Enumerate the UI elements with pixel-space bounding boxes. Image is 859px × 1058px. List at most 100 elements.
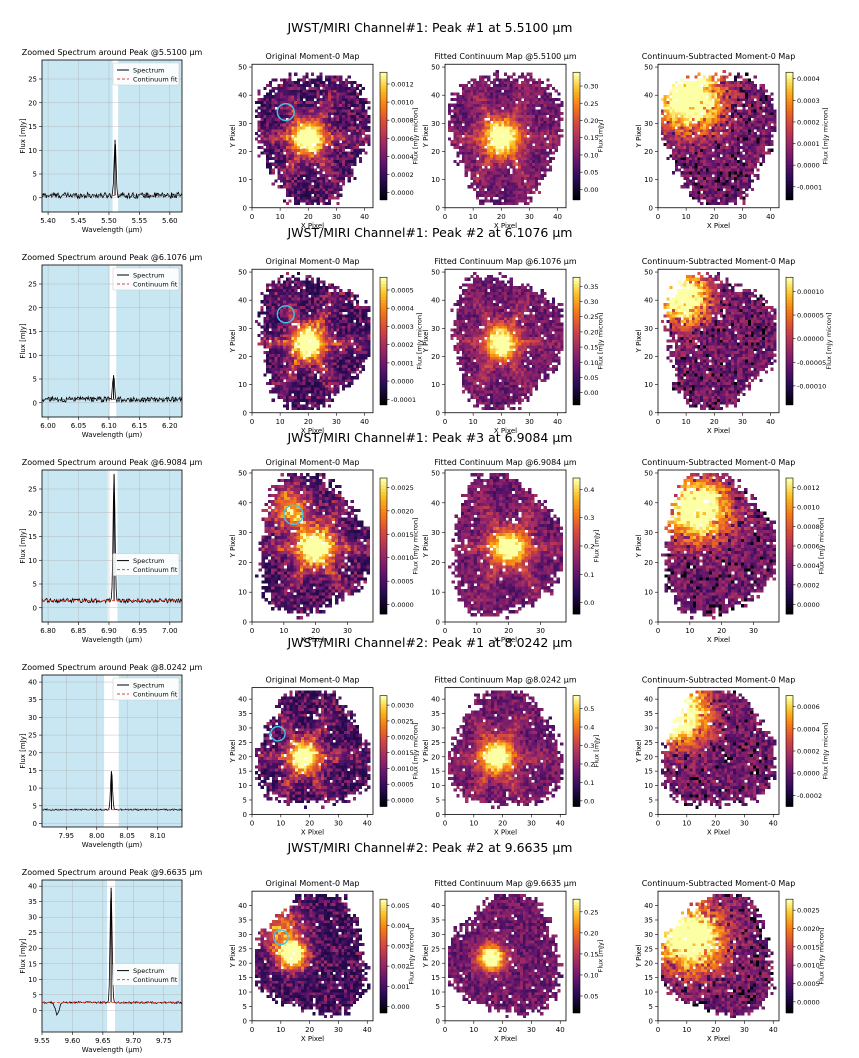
map-pixel [509,134,513,138]
map-pixel [498,120,502,124]
map-pixel [762,123,766,127]
map-pixel [263,103,267,107]
map-pixel [719,157,724,161]
map-pixel [263,333,267,338]
map-pixel [501,179,505,183]
map-pixel [490,185,494,189]
y-tick-label: 20 [28,99,37,107]
colorbar-segment [573,171,580,175]
map-pixel [697,162,701,166]
map-pixel [461,98,465,102]
map-pixel [308,137,312,141]
map-pixel [520,193,525,197]
map-pixel [694,123,698,127]
map-pixel [294,137,298,141]
map-pixel [753,151,757,155]
map-pixel [697,109,701,113]
colorbar-segment [573,151,580,156]
x-tick-label: 10 [276,213,285,221]
map-pixel [688,165,693,169]
map-pixel [285,140,289,144]
map-pixel [756,117,760,121]
map-pixel [719,81,724,85]
map-pixel [478,126,482,130]
map-pixel [473,179,477,183]
map-pixel [680,114,684,119]
map-pixel [529,75,533,79]
map-pixel [745,131,749,135]
map-pixel [274,95,278,99]
colorbar-tick-label: 0.10 [584,151,598,159]
map-pixel [291,364,295,369]
map-pixel [543,123,547,127]
map-pixel [700,126,704,130]
map-pixel [748,123,752,127]
map-pixel [288,353,292,357]
map-pixel [311,185,315,189]
map-pixel [285,202,289,206]
map-pixel [697,157,701,161]
map-pixel [478,151,482,155]
map-pixel [450,143,454,147]
map-pixel [478,109,482,113]
map-pixel [714,98,718,102]
map-pixel [722,143,726,147]
map-pixel [481,86,485,90]
map-pixel [739,114,743,119]
map-pixel [268,83,272,88]
map-pixel [526,83,530,88]
map-pixel [274,137,278,141]
map-pixel [313,173,318,178]
map-pixel [459,128,463,133]
map-pixel [322,123,326,127]
colorbar-segment [380,180,387,185]
map-pixel [532,179,536,183]
map-pixel [367,114,371,119]
map-pixel [361,86,365,90]
map-pixel [311,165,315,169]
map-pixel [274,143,278,147]
map-pixel [274,100,278,104]
map-pixel [333,185,337,189]
map-pixel [361,103,365,107]
map-pixel [467,106,471,110]
map-pixel [322,151,326,155]
map-pixel [347,157,351,161]
map-pixel [481,173,485,178]
map-pixel [719,145,724,149]
spectral-band [118,60,182,212]
map-pixel [285,114,289,119]
map-pixel [688,128,693,133]
map-pixel [282,342,287,346]
map-pixel [549,165,553,169]
map-pixel [719,190,724,194]
map-pixel [759,123,763,127]
map-pixel [342,179,346,183]
map-pixel [316,202,320,206]
map-pixel [725,185,729,189]
map-pixel [688,134,693,138]
map-pixel [745,72,749,76]
map-pixel [543,171,547,175]
map-pixel [708,140,712,144]
map-pixel [688,159,693,164]
map-pixel [742,117,746,121]
map-pixel [490,114,494,119]
map-pixel [484,131,488,135]
colorbar-segment [380,174,387,178]
map-pixel [467,165,471,169]
map-pixel [674,140,678,144]
map-pixel [669,137,673,141]
map-pixel [456,92,460,96]
map-pixel [313,81,318,85]
map-pixel [672,103,676,107]
map-pixel [498,100,502,104]
map-pixel [316,165,320,169]
map-pixel [764,120,769,124]
map-pixel [319,120,323,124]
map-pixel [288,78,292,82]
map-pixel [336,112,340,116]
map-pixel [543,103,547,107]
map-pixel [282,176,287,180]
map-pixel [297,114,301,119]
